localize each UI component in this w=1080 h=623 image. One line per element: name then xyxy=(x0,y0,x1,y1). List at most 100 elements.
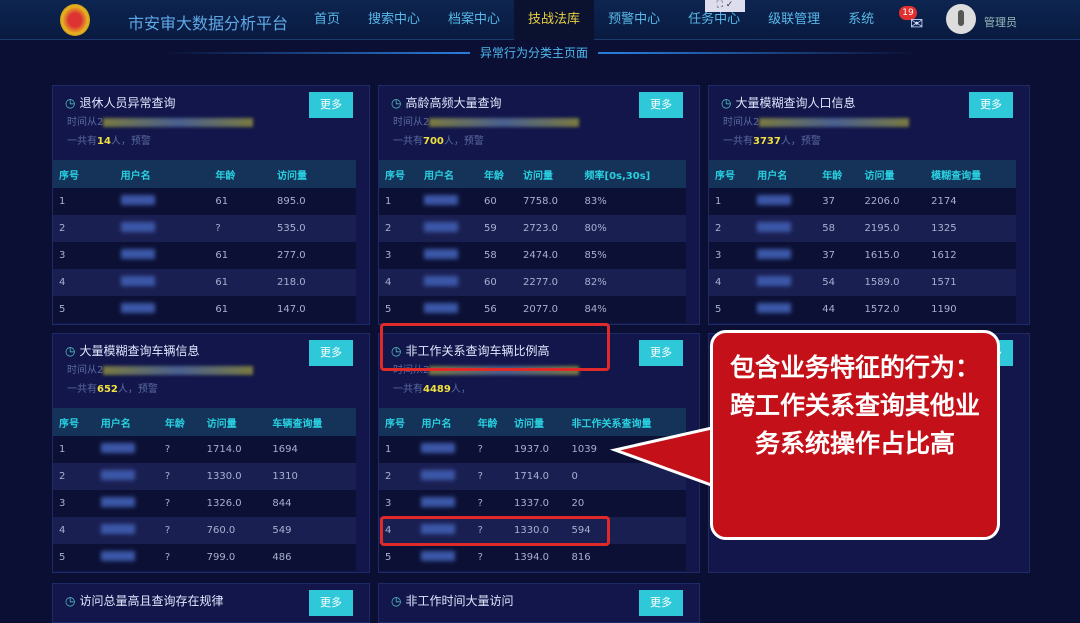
column-header[interactable]: 年龄 xyxy=(816,160,859,188)
table-cell: 799.0 xyxy=(200,544,267,571)
column-header[interactable]: 访问量 xyxy=(517,160,579,188)
table-cell: 2195.0 xyxy=(858,215,926,242)
table-cell: 1937.0 xyxy=(508,436,566,463)
table-row[interactable]: 2 58 2195.0 1325 xyxy=(709,215,1017,242)
table-row[interactable]: 4? 1330.0 594 xyxy=(379,517,687,544)
cell-username xyxy=(751,188,817,215)
table-row[interactable]: 1 37 2206.0 2174 xyxy=(709,188,1017,215)
table-row[interactable]: 4 61 218.0 xyxy=(53,269,357,296)
column-header[interactable]: 年龄 xyxy=(471,408,509,436)
nav-item[interactable]: 搜索中心 xyxy=(368,12,421,27)
nav-item[interactable]: 预警中心 xyxy=(608,12,661,27)
column-header[interactable]: 序号 xyxy=(53,160,115,188)
table-row[interactable]: 2 59 2723.0 80% xyxy=(379,215,687,242)
clock-icon: ◷ xyxy=(721,96,732,110)
card-title: ◷ 大量模糊查询人口信息 xyxy=(721,96,856,110)
table-row[interactable]: 3? 1337.0 20 xyxy=(379,490,687,517)
analysis-card: ◷ 退休人员异常查询 时间从2 一共有14人，预警 更多 序号 用户名 年龄 访问量 1 61 895… xyxy=(52,85,370,325)
cell-username xyxy=(751,269,817,296)
table-cell: 277.0 xyxy=(271,242,357,269)
column-header[interactable]: 年龄 xyxy=(158,408,201,436)
table-row[interactable]: 4? 760.0 549 xyxy=(53,517,357,544)
table-row[interactable]: 5? 799.0 486 xyxy=(53,544,357,571)
column-header[interactable]: 序号 xyxy=(379,160,418,188)
column-header[interactable]: 频率[0s,30s] xyxy=(578,160,687,188)
table-cell: 61 xyxy=(209,296,272,323)
cell-username xyxy=(114,215,210,242)
nav-item[interactable]: 任务中心 xyxy=(688,12,741,27)
table-cell: 1714.0 xyxy=(508,463,566,490)
nav-item[interactable]: 级联管理 xyxy=(768,12,821,27)
table-row[interactable]: 2? 535.0 xyxy=(53,215,357,242)
table-row[interactable]: 3 58 2474.0 85% xyxy=(379,242,687,269)
table-cell: ? xyxy=(158,544,201,571)
column-header[interactable]: 用户名 xyxy=(94,408,159,436)
table-cell: 2 xyxy=(53,215,115,242)
cell-username xyxy=(751,296,817,323)
column-header[interactable]: 用户名 xyxy=(415,408,472,436)
more-button[interactable]: 更多 xyxy=(639,92,683,118)
table-row[interactable]: 5 61 147.0 xyxy=(53,296,357,323)
table-row[interactable]: 5 56 2077.0 84% xyxy=(379,296,687,323)
column-header[interactable]: 年龄 xyxy=(478,160,518,188)
table-row[interactable]: 5 44 1572.0 1190 xyxy=(709,296,1017,323)
table-cell: 486 xyxy=(266,544,357,571)
table-row[interactable]: 2? 1714.0 0 xyxy=(379,463,687,490)
column-header[interactable]: 用户名 xyxy=(751,160,817,188)
column-header[interactable]: 序号 xyxy=(379,408,416,436)
count-summary: 一共有652人，预警 xyxy=(67,384,158,395)
column-header[interactable]: 用户名 xyxy=(418,160,479,188)
nav-item[interactable]: 系统 xyxy=(848,12,875,27)
cell-username xyxy=(418,296,479,323)
cell-username xyxy=(751,242,817,269)
table-cell: 1 xyxy=(709,188,752,215)
column-header[interactable]: 年龄 xyxy=(209,160,272,188)
column-header[interactable]: 序号 xyxy=(709,160,752,188)
window-control[interactable]: ⛶ ✓ xyxy=(705,0,745,12)
table-cell: 844 xyxy=(266,490,357,517)
column-header[interactable]: 用户名 xyxy=(114,160,210,188)
more-button[interactable]: 更多 xyxy=(969,92,1013,118)
user-name[interactable]: 管理员 xyxy=(984,16,1017,29)
table-cell: 816 xyxy=(565,544,687,571)
table-row[interactable]: 3 37 1615.0 1612 xyxy=(709,242,1017,269)
table-cell: 84% xyxy=(578,296,687,323)
table-cell: 147.0 xyxy=(271,296,357,323)
table-row[interactable]: 3 61 277.0 xyxy=(53,242,357,269)
more-button[interactable]: 更多 xyxy=(309,590,353,616)
table-row[interactable]: 5? 1394.0 816 xyxy=(379,544,687,571)
table-cell: 44 xyxy=(816,296,859,323)
column-header[interactable]: 访问量 xyxy=(858,160,926,188)
mail-icon[interactable]: ✉ xyxy=(910,14,924,33)
nav-item[interactable]: 首页 xyxy=(314,12,341,27)
avatar[interactable] xyxy=(946,4,976,34)
column-header[interactable]: 访问量 xyxy=(200,408,267,436)
table-row[interactable]: 4 60 2277.0 82% xyxy=(379,269,687,296)
cell-username xyxy=(418,215,479,242)
table-row[interactable]: 1? 1714.0 1694 xyxy=(53,436,357,463)
column-header[interactable]: 模糊查询量 xyxy=(925,160,1017,188)
cell-username xyxy=(94,490,159,517)
nav-item[interactable]: 技战法库 xyxy=(514,0,595,40)
more-button[interactable]: 更多 xyxy=(309,340,353,366)
column-header[interactable]: 访问量 xyxy=(271,160,357,188)
table-row[interactable]: 1 60 7758.0 83% xyxy=(379,188,687,215)
table-row[interactable]: 1 61 895.0 xyxy=(53,188,357,215)
more-button[interactable]: 更多 xyxy=(639,590,683,616)
column-header[interactable]: 非工作关系查询量 xyxy=(565,408,687,436)
table-cell: 2474.0 xyxy=(517,242,579,269)
cell-username xyxy=(94,544,159,571)
more-button[interactable]: 更多 xyxy=(639,340,683,366)
cell-username xyxy=(415,544,472,571)
column-header[interactable]: 序号 xyxy=(53,408,95,436)
table-row[interactable]: 4 54 1589.0 1571 xyxy=(709,269,1017,296)
nav-item[interactable]: 档案中心 xyxy=(448,12,501,27)
table-row[interactable]: 2? 1330.0 1310 xyxy=(53,463,357,490)
clock-icon: ◷ xyxy=(391,96,402,110)
column-header[interactable]: 访问量 xyxy=(508,408,566,436)
table-cell: 535.0 xyxy=(271,215,357,242)
table-row[interactable]: 3? 1326.0 844 xyxy=(53,490,357,517)
column-header[interactable]: 车辆查询量 xyxy=(266,408,357,436)
top-header: 市安审大数据分析平台 首页 搜索中心 档案中心 技战法库 预警中心 任务中心 级联管理 系统 … xyxy=(0,0,1080,40)
more-button[interactable]: 更多 xyxy=(309,92,353,118)
